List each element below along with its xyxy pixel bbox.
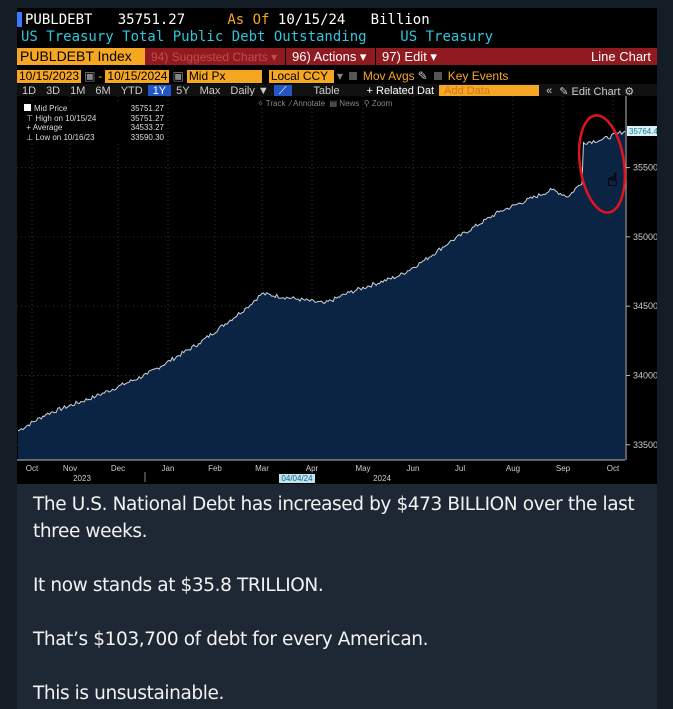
post-paragraph: This is unsustainable. bbox=[33, 683, 224, 704]
legend-value: 34533.27 bbox=[130, 123, 164, 132]
chart-legend: Mid Price 35751.27 ⊤ High on 10/15/24 3575… bbox=[24, 104, 167, 142]
series-swatch bbox=[24, 104, 31, 111]
y-tick-label: 35500 bbox=[633, 163, 657, 173]
bloomberg-chart-screenshot: PUBLDEBT 35751.27 As Of 10/15/24 Billion… bbox=[17, 8, 657, 484]
add-data-input[interactable]: Add Data bbox=[439, 85, 540, 97]
suggested-charts-menu[interactable]: 94) Suggested Charts ▾ bbox=[151, 49, 278, 64]
post-paragraph: That’s $103,700 of debt for every Americ… bbox=[33, 629, 429, 650]
last-value-label: 35764.40 bbox=[629, 127, 657, 136]
key-events-label: Key Events bbox=[447, 69, 509, 83]
legend-label: Low on 10/16/23 bbox=[35, 132, 95, 142]
y-tick-label: 35000 bbox=[633, 232, 657, 242]
table-button[interactable]: Table bbox=[313, 85, 340, 97]
chevron-down-icon[interactable]: ▾ bbox=[336, 69, 343, 83]
x-tick-label: Oct bbox=[26, 464, 39, 473]
y-tick-label: 34500 bbox=[633, 301, 657, 311]
legend-value: 35751.27 bbox=[130, 113, 164, 123]
cursor-date-label: 04/04/24 bbox=[281, 474, 313, 483]
mov-avgs-label: Mov Avgs bbox=[362, 69, 415, 83]
x-tick-label: Aug bbox=[506, 464, 520, 473]
gear-icon[interactable]: ⚙ bbox=[624, 85, 635, 98]
highlight-circle bbox=[577, 114, 627, 214]
legend-label: Mid Price bbox=[34, 104, 68, 113]
year-label: 2024 bbox=[373, 474, 391, 483]
x-tick-label: Mar bbox=[255, 464, 269, 473]
pencil-icon[interactable]: ✎ bbox=[417, 69, 428, 83]
x-tick-label: Apr bbox=[306, 464, 319, 473]
period-ytd[interactable]: YTD bbox=[120, 85, 143, 97]
x-tick-label: Nov bbox=[63, 464, 77, 473]
legend-value: 33590.30 bbox=[130, 132, 164, 142]
period-1m[interactable]: 1M bbox=[70, 85, 86, 97]
line-chart-icon[interactable]: ⟋ bbox=[273, 84, 292, 98]
x-tick-label: Feb bbox=[208, 464, 222, 473]
controls-row: 10/15/2023 ▣ - 10/15/2024 ▣ Mid Px Local CC… bbox=[17, 68, 509, 83]
frequency-select[interactable]: Daily ▼ bbox=[230, 85, 269, 97]
period-1y[interactable]: 1Y bbox=[147, 85, 172, 97]
collapse-icon[interactable]: « bbox=[546, 85, 553, 97]
cursor-date-box bbox=[279, 474, 315, 483]
x-tick-label: Jun bbox=[407, 464, 420, 473]
x-tick-label: May bbox=[355, 464, 370, 473]
edit-menu[interactable]: 97) Edit ▾ bbox=[375, 48, 437, 65]
period-5y[interactable]: 5Y bbox=[176, 85, 190, 97]
legend-label: Average bbox=[32, 123, 63, 132]
period-1d[interactable]: 1D bbox=[22, 85, 37, 97]
menu-bar: PUBLDEBT Index 94) Suggested Charts ▾ 96… bbox=[17, 48, 657, 65]
period-toolbar: 1D 3D 1M 6M YTD 1Y 5Y Max Daily ▼ ⟋ Tabl… bbox=[17, 84, 657, 98]
calendar-icon[interactable]: ▣ bbox=[84, 69, 96, 83]
x-tick-label: Oct bbox=[607, 464, 620, 473]
year-label: 2023 bbox=[73, 474, 91, 483]
as-of-label: As Of bbox=[227, 12, 270, 28]
period-3d[interactable]: 3D bbox=[46, 85, 61, 97]
x-tick-label: Jan bbox=[162, 464, 175, 473]
legend-row: Mid Price 35751.27 bbox=[24, 104, 164, 114]
field-select[interactable]: Mid Px bbox=[186, 69, 262, 83]
post-text: The U.S. National Debt has increased by … bbox=[17, 484, 657, 709]
legend-row: + Average 34533.27 bbox=[24, 123, 164, 132]
end-date-input[interactable]: 10/15/2024 bbox=[105, 68, 170, 83]
chart-type: Line Chart bbox=[591, 49, 651, 64]
ticker: PUBLDEBT bbox=[25, 12, 93, 28]
calendar-icon[interactable]: ▣ bbox=[172, 69, 184, 83]
actions-menu[interactable]: 96) Actions ▾ bbox=[285, 48, 375, 65]
x-tick-label: Dec bbox=[111, 464, 125, 473]
units: Billion bbox=[370, 12, 430, 28]
edit-chart-button[interactable]: ✎ Edit Chart bbox=[559, 85, 621, 98]
legend-value: 35751.27 bbox=[130, 104, 164, 113]
series-line bbox=[17, 130, 626, 432]
as-of-date: 10/15/24 bbox=[277, 12, 346, 28]
description-row: US Treasury Total Public Debt Outstandin… bbox=[21, 29, 493, 45]
post-paragraph: It now stands at $35.8 TRILLION. bbox=[33, 575, 324, 596]
legend-row: ⊤ High on 10/15/24 35751.27 bbox=[24, 113, 164, 123]
x-tick-label: Jul bbox=[455, 464, 465, 473]
chart-tools[interactable]: ✧ Track ⁄ Annotate ▤ News ⚲ Zoom bbox=[257, 99, 393, 108]
source: US Treasury bbox=[400, 29, 494, 45]
header-marker bbox=[17, 12, 22, 27]
x-tick-label: Sep bbox=[556, 464, 571, 473]
last-value-tag bbox=[627, 126, 657, 137]
period-6m[interactable]: 6M bbox=[95, 85, 111, 97]
y-tick-label: 33500 bbox=[633, 440, 657, 450]
y-tick-label: 34000 bbox=[633, 370, 657, 380]
security-header: PUBLDEBT 35751.27 As Of 10/15/24 Billion bbox=[17, 12, 430, 28]
start-date-input[interactable]: 10/15/2023 bbox=[17, 68, 82, 83]
last-value: 35751.27 bbox=[117, 12, 186, 28]
description: US Treasury Total Public Debt Outstandin… bbox=[21, 29, 367, 45]
post-paragraph: The U.S. National Debt has increased by … bbox=[33, 494, 635, 542]
hand-cursor-icon: ☝ bbox=[607, 170, 618, 191]
legend-row: ⊥ Low on 10/16/23 33590.30 bbox=[24, 132, 164, 142]
area-fill bbox=[18, 131, 625, 460]
legend-label: High on 10/15/24 bbox=[35, 113, 97, 123]
mov-avgs-checkbox[interactable] bbox=[348, 72, 357, 80]
related-data-button[interactable]: + Related Dat bbox=[366, 85, 435, 97]
currency-select[interactable]: Local CCY bbox=[268, 69, 334, 83]
price-chart[interactable]: 33500 34000 34500 35000 35500 Oct Nov Dec Jan Feb… bbox=[17, 96, 657, 484]
index-field[interactable]: PUBLDEBT Index bbox=[17, 48, 145, 65]
period-max[interactable]: Max bbox=[199, 85, 221, 97]
key-events-checkbox[interactable] bbox=[433, 72, 442, 80]
